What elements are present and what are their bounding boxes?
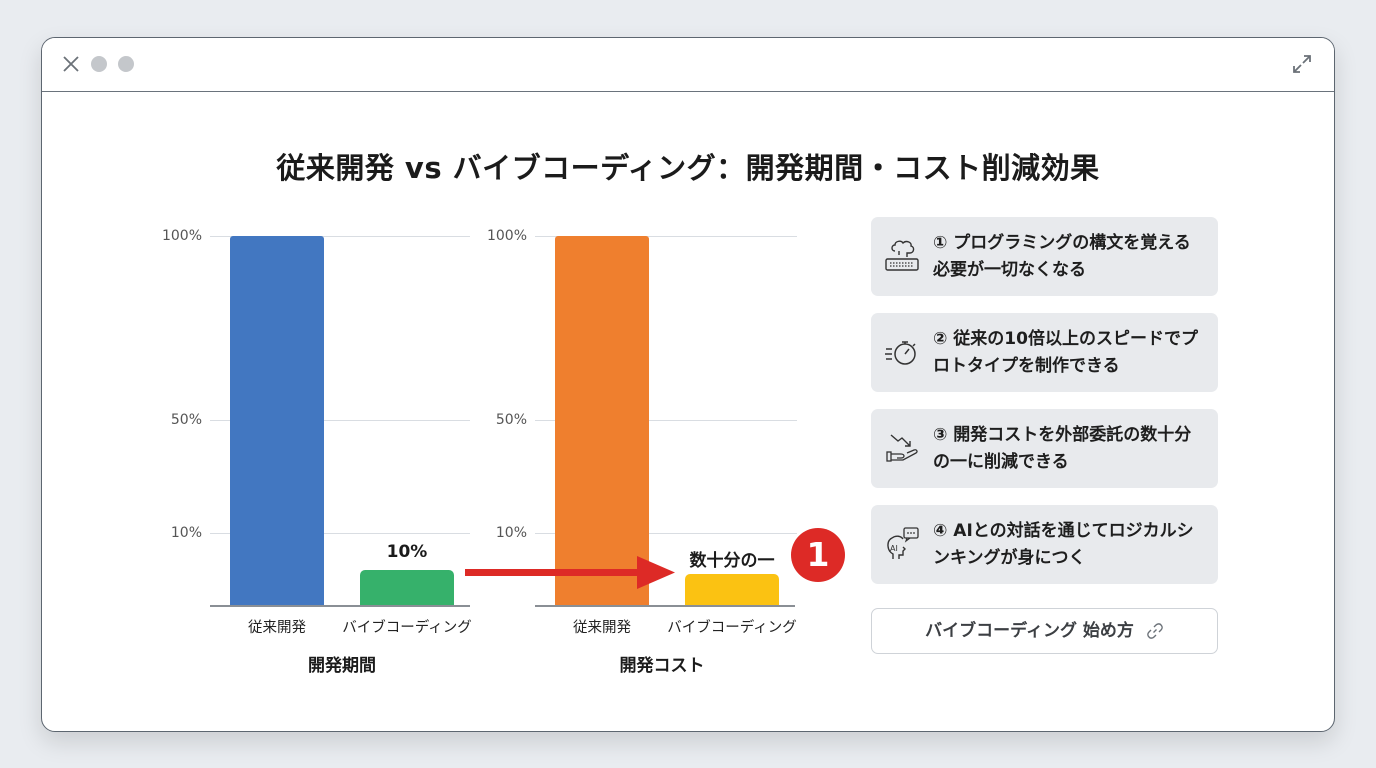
- chart-development-period: 100% 50% 10% 10% 従来開発 バイブコーディング 開発期間: [152, 218, 472, 678]
- benefit-card-2: ② 従来の10倍以上のスピードでプロトタイプを制作できる: [871, 313, 1218, 392]
- x-label-traditional: 従来開発: [248, 620, 306, 636]
- gridline: [210, 420, 470, 421]
- y-tick-10: 10%: [495, 525, 527, 541]
- benefit-text: ④ AIとの対話を通じてロジカルシンキングが身につく: [933, 521, 1194, 568]
- y-tick-10: 10%: [170, 525, 202, 541]
- bar-vibe-cost: [685, 574, 779, 606]
- benefit-card-3: ③ 開発コストを外部委託の数十分の一に削減できる: [871, 409, 1218, 488]
- bar-traditional-period: [230, 236, 324, 606]
- how-to-start-button[interactable]: バイブコーディング 始め方: [871, 608, 1218, 654]
- ai-chat-head-icon: AI: [887, 527, 919, 559]
- x-axis-title: 開発コスト: [619, 656, 705, 676]
- bar-value-label: 10%: [386, 542, 428, 562]
- benefit-text: ① プログラミングの構文を覚える必要が一切なくなる: [933, 233, 1191, 280]
- chart-development-cost: 100% 50% 10% 数十分の一 従来開発 バイブコーディング 開発コスト: [477, 218, 797, 678]
- gridline: [535, 420, 797, 421]
- x-axis: [535, 605, 795, 607]
- x-axis-title: 開発期間: [308, 656, 376, 676]
- benefit-card-4: AI ④ AIとの対話を通じてロジカルシンキングが身につく: [871, 505, 1218, 584]
- stopwatch-icon: [885, 341, 916, 365]
- benefit-card-1: ① プログラミングの構文を覚える必要が一切なくなる: [871, 217, 1218, 296]
- y-tick-100: 100%: [161, 228, 202, 244]
- y-tick-100: 100%: [486, 228, 527, 244]
- brain-keyboard-icon: [885, 240, 919, 271]
- x-label-vibe: バイブコーディング: [342, 620, 472, 636]
- expand-icon[interactable]: [1291, 53, 1313, 75]
- page-title: 従来開発 vs バイブコーディング：開発期間・コスト削減効果: [276, 151, 1100, 185]
- how-to-start-label: バイブコーディング 始め方: [925, 621, 1134, 641]
- y-tick-50: 50%: [495, 412, 527, 428]
- x-label-vibe: バイブコーディング: [667, 620, 797, 636]
- benefit-text: ② 従来の10倍以上のスピードでプロトタイプを制作できる: [933, 329, 1198, 376]
- window-zoom-dot[interactable]: [118, 56, 134, 72]
- bar-value-label: 数十分の一: [689, 551, 775, 571]
- benefit-text: ③ 開発コストを外部委託の数十分の一に削減できる: [933, 425, 1192, 472]
- window-minimize-dot[interactable]: [91, 56, 107, 72]
- annotation-badge: 1: [791, 528, 845, 582]
- svg-text:AI: AI: [890, 544, 898, 553]
- close-icon[interactable]: [62, 55, 80, 73]
- x-label-traditional: 従来開発: [573, 620, 631, 636]
- gridline: [210, 236, 470, 237]
- title-bar: [42, 38, 1334, 92]
- x-axis: [210, 605, 470, 607]
- gridline: [210, 533, 470, 534]
- bar-vibe-period: [360, 570, 454, 606]
- gridline: [535, 236, 797, 237]
- hand-cost-down-icon: [886, 434, 918, 462]
- y-tick-50: 50%: [170, 412, 202, 428]
- gridline: [535, 533, 797, 534]
- red-arrow-icon: [465, 556, 675, 589]
- link-icon: [1147, 623, 1163, 639]
- bar-traditional-cost: [555, 236, 649, 606]
- app-window: 従来開発 vs バイブコーディング：開発期間・コスト削減効果 100% 50% …: [41, 37, 1335, 732]
